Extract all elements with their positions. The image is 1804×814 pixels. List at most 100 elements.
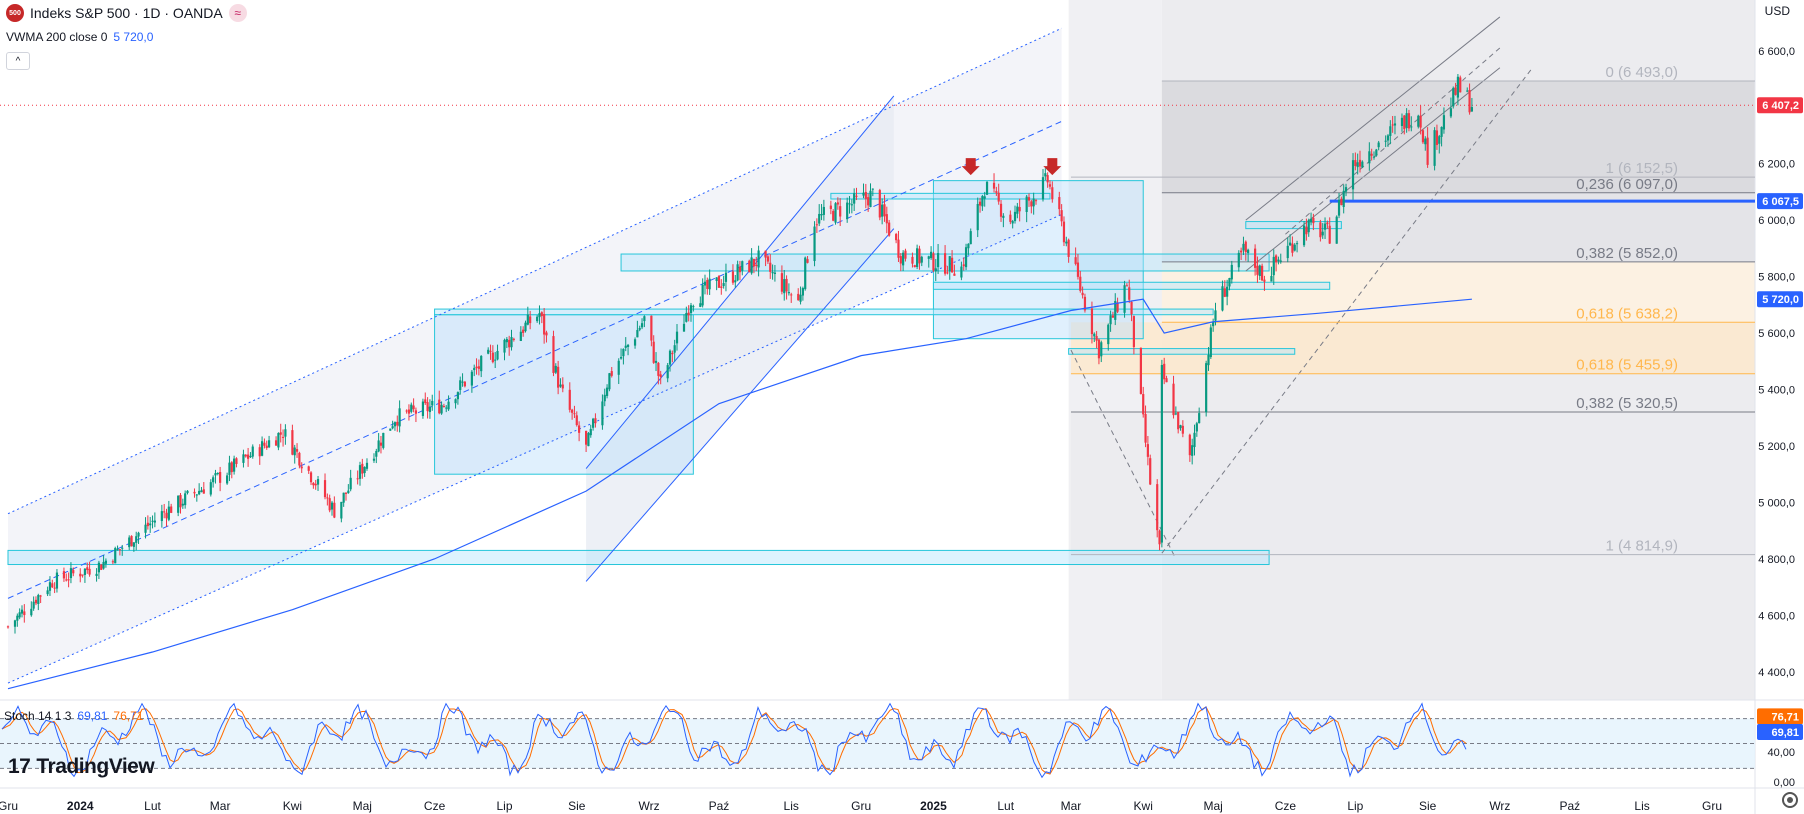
candle-body [274,440,278,446]
candle-body [284,429,287,437]
candle-body [682,323,686,332]
x-tick-label: Lip [1347,799,1363,813]
candle-body [545,332,548,336]
candle-body [916,248,919,267]
candle-body [1027,197,1031,201]
symbol-badge[interactable]: 500 [6,4,24,22]
candle-body [985,181,989,195]
candle-body [144,524,147,533]
candle-body [557,366,560,388]
candle-body [365,462,369,469]
candle-body [230,462,233,473]
candle-body [13,620,17,627]
candle-body [601,401,604,426]
candle-body [412,405,415,410]
candle-body [463,381,466,387]
candle-body [571,409,574,413]
candle-body [689,305,693,314]
collapse-legend-button[interactable]: ^ [6,52,30,70]
candle-body [617,360,620,375]
candle-body [309,472,313,483]
candle-body [379,442,383,446]
candle-body [1256,265,1259,275]
candle-body [1240,250,1243,253]
candle-body [251,446,254,457]
candle-body [151,520,154,522]
y-tick-label: 4 800,0 [1758,554,1795,566]
candle-body [1212,321,1215,327]
candle-body [1160,365,1163,543]
candle-body [181,503,184,506]
candle-body [834,203,837,223]
candle-body [1172,383,1175,416]
candle-body [540,312,543,317]
candle-body [473,367,476,371]
candle-body [543,314,546,335]
candle-body [1221,286,1224,311]
candle-body [839,206,842,217]
settings-gear-icon[interactable] [1782,792,1798,808]
candle-body [1149,458,1152,485]
candle-body [470,371,473,386]
candle-body [983,196,986,199]
candle-body [1130,301,1133,315]
candle-body [999,203,1003,217]
candle-body [1076,262,1080,277]
candle-body [477,366,480,369]
candle-body [918,248,921,264]
candle-body [1226,286,1229,297]
candle-body [1389,126,1392,136]
x-tick-label: Lis [1634,799,1649,813]
x-tick-label: Paź [1559,799,1580,813]
candle-body [505,338,508,343]
candle-body [752,258,756,267]
candle-body [734,280,737,283]
x-tick-label: 2025 [920,799,947,813]
support-zone-3 [830,192,1051,200]
candle-body [1356,162,1359,168]
candle-body [1100,342,1103,357]
stoch-legend[interactable]: Stoch 14 1 3 69,81 76,71 [4,709,143,723]
candle-body [1291,243,1294,253]
candle-body [568,389,571,410]
candle-body [95,573,98,576]
gray-channel-upper [1245,16,1501,221]
candle-body [1009,214,1012,222]
candle-body [911,256,914,264]
x-tick-label: Paź [709,799,730,813]
candle-body [899,256,902,264]
candle-body [1065,241,1068,244]
candle-body [1377,142,1380,148]
candle-body [1032,198,1035,207]
candle-body [605,387,609,396]
candle-body [421,401,425,416]
symbol-title[interactable]: Indeks S&P 500 · 1D · OANDA [30,5,223,21]
vwma-legend[interactable]: VWMA 200 close 0 5 720,0 [6,30,153,44]
candle-body [981,196,984,207]
candle-body [440,404,443,414]
candle-body [116,548,119,550]
candle-body [643,316,646,322]
candle-body [410,404,413,412]
candle-body [1410,126,1413,128]
currency-selector[interactable]: USD [1764,4,1790,18]
candle-body [573,413,576,415]
candle-body [1002,215,1005,218]
candle-body [524,322,527,332]
candles-group [6,74,1474,634]
wave-icon[interactable]: ≈ [228,4,247,22]
candle-body [1326,222,1329,225]
candle-body [393,422,397,427]
candle-body [960,266,963,278]
candle-body [1351,160,1355,190]
candle-body [736,264,739,281]
candle-body [398,408,401,427]
candle-body [783,279,786,294]
fib-lower-band [1070,411,1755,555]
candle-body [153,520,156,523]
candle-body [904,250,907,259]
candle-body [813,226,816,262]
candle-body [780,273,784,292]
candle-body [193,491,196,494]
